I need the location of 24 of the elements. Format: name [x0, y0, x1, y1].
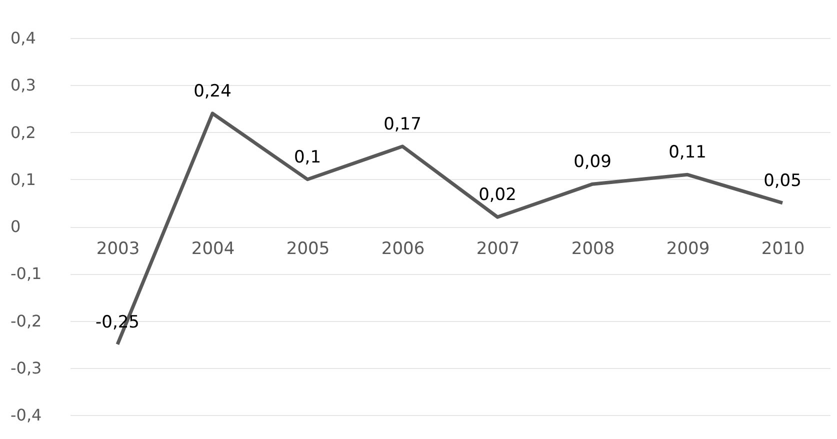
data-label: 0,09: [574, 152, 612, 172]
x-tick-label: 2003: [96, 239, 140, 259]
x-tick-label: 2010: [761, 239, 805, 259]
x-tick-label: 2009: [666, 239, 710, 259]
data-label: 0,02: [478, 185, 516, 206]
x-tick-label: 2005: [286, 239, 330, 259]
data-label: 0,05: [764, 170, 802, 191]
y-tick-label: 0,1: [10, 170, 36, 189]
y-tick-label: -0,1: [10, 264, 42, 284]
data-label: 0,24: [194, 81, 232, 102]
data-label: 0,1: [294, 147, 322, 168]
y-tick-label: -0,3: [10, 358, 42, 378]
y-tick-label: 0,2: [10, 122, 36, 142]
y-tick-label: -0,4: [10, 406, 42, 424]
data-label: 0,11: [668, 142, 706, 163]
x-tick-label: 2007: [476, 239, 520, 259]
x-tick-label: 2008: [571, 239, 615, 259]
data-label: 0,17: [384, 114, 422, 134]
y-tick-label: 0,3: [10, 76, 36, 95]
x-tick-label: 2006: [381, 239, 425, 259]
y-tick-label: 0,4: [10, 28, 36, 48]
y-tick-label: -0,2: [10, 311, 42, 330]
y-tick-label: 0: [10, 217, 21, 236]
x-tick-label: 2004: [191, 239, 235, 259]
